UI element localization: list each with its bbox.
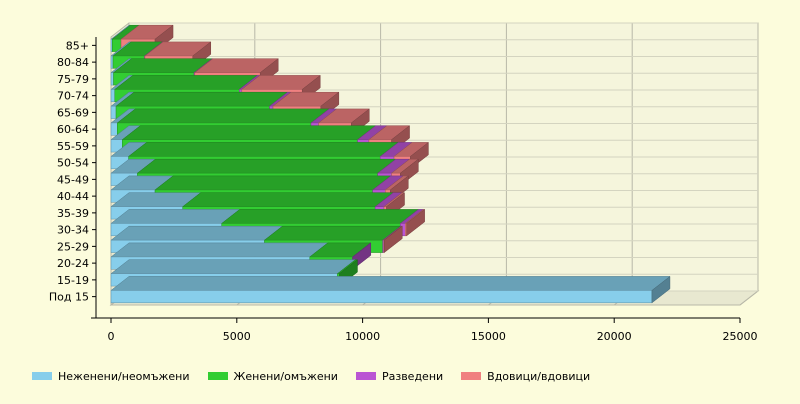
bar-top-face: [116, 108, 330, 124]
bar-front-face: [110, 290, 653, 304]
y-tick-label: 40-44: [57, 190, 89, 203]
bar-top-face: [110, 259, 357, 274]
bar-top-face: [220, 209, 420, 224]
legend-swatch: [461, 372, 482, 380]
x-tick-label: 10000: [345, 330, 380, 343]
bar-top-face: [114, 75, 259, 90]
legend-label: Женени/омъжени: [233, 369, 338, 383]
bar-end-face: [651, 275, 671, 304]
x-tick-label: 5000: [223, 330, 251, 343]
x-tick-label: 20000: [597, 330, 632, 343]
bar-top-face: [110, 209, 241, 224]
legend-item-series-3: Вдовици/вдовици: [461, 370, 590, 383]
legend-label: Неженени/неомъжени: [58, 369, 190, 383]
bar-top-face: [110, 242, 329, 258]
legend-swatch: [32, 372, 52, 380]
legend-label: Вдовици/вдовици: [487, 369, 591, 383]
bar-front-face: [110, 105, 117, 119]
bar-25-29-series-3: [383, 225, 403, 254]
bars: [110, 24, 671, 304]
y-tick-label: 50-54: [57, 157, 89, 170]
axes: 0 5000 10000 15000 20000 25000 Под 15 15-19 20-2…: [49, 37, 758, 343]
bar-top-face: [110, 276, 671, 291]
bar-front-face: [110, 72, 114, 86]
bar-end-face: [406, 208, 425, 237]
y-tick-label: 60-64: [57, 123, 89, 136]
bar-top-face: [110, 225, 284, 241]
y-tick-label: 65-69: [57, 106, 89, 119]
y-tick-label: Под 15: [49, 291, 89, 304]
y-tick-label: 35-39: [57, 207, 89, 220]
bar-top-face: [154, 175, 392, 191]
y-tick-label: 20-24: [57, 257, 89, 270]
bar-front-face: [110, 55, 114, 69]
legend-label: Разведени: [381, 369, 444, 383]
legend-swatch: [207, 372, 228, 380]
gridline-floor: [739, 290, 759, 306]
y-tick-label: 75-79: [57, 73, 89, 86]
bar-top-face: [263, 225, 402, 241]
y-tick-label: 80-84: [57, 56, 89, 69]
bar-front-face: [110, 89, 116, 103]
legend-item-series-1: Женени/омъжени: [207, 369, 338, 383]
bar-top-face: [121, 125, 377, 140]
y-tick-label: 45-49: [57, 173, 89, 186]
y-tick-label: 55-59: [57, 140, 89, 153]
x-tick-label: 25000: [723, 330, 758, 343]
bar-top-face: [136, 158, 397, 174]
x-tick-label: 15000: [471, 330, 506, 343]
legend-swatch: [355, 372, 376, 380]
y-tick-label: 25-29: [57, 240, 89, 253]
legend: Неженени/неомъжени Женени/омъжени Разведен…: [32, 368, 608, 384]
y-tick-label: 70-74: [57, 90, 89, 103]
bar-15-series-0: [110, 275, 671, 304]
y-tick-label: 15-19: [57, 274, 89, 287]
legend-item-series-2: Разведени: [355, 369, 444, 383]
legend-item-series-0: Неженени/неомъжени: [32, 370, 190, 383]
y-tick-label: 30-34: [57, 224, 89, 237]
y-tick-label: 85+: [66, 39, 89, 52]
bar-top-face: [181, 192, 394, 207]
bar-front-face: [110, 122, 118, 136]
bar-top-face: [127, 142, 399, 157]
bar-top-face: [115, 91, 289, 107]
bar-end-face: [383, 225, 403, 254]
bar-30-34-series-3: [404, 208, 426, 237]
x-tick-label: 0: [108, 330, 115, 343]
